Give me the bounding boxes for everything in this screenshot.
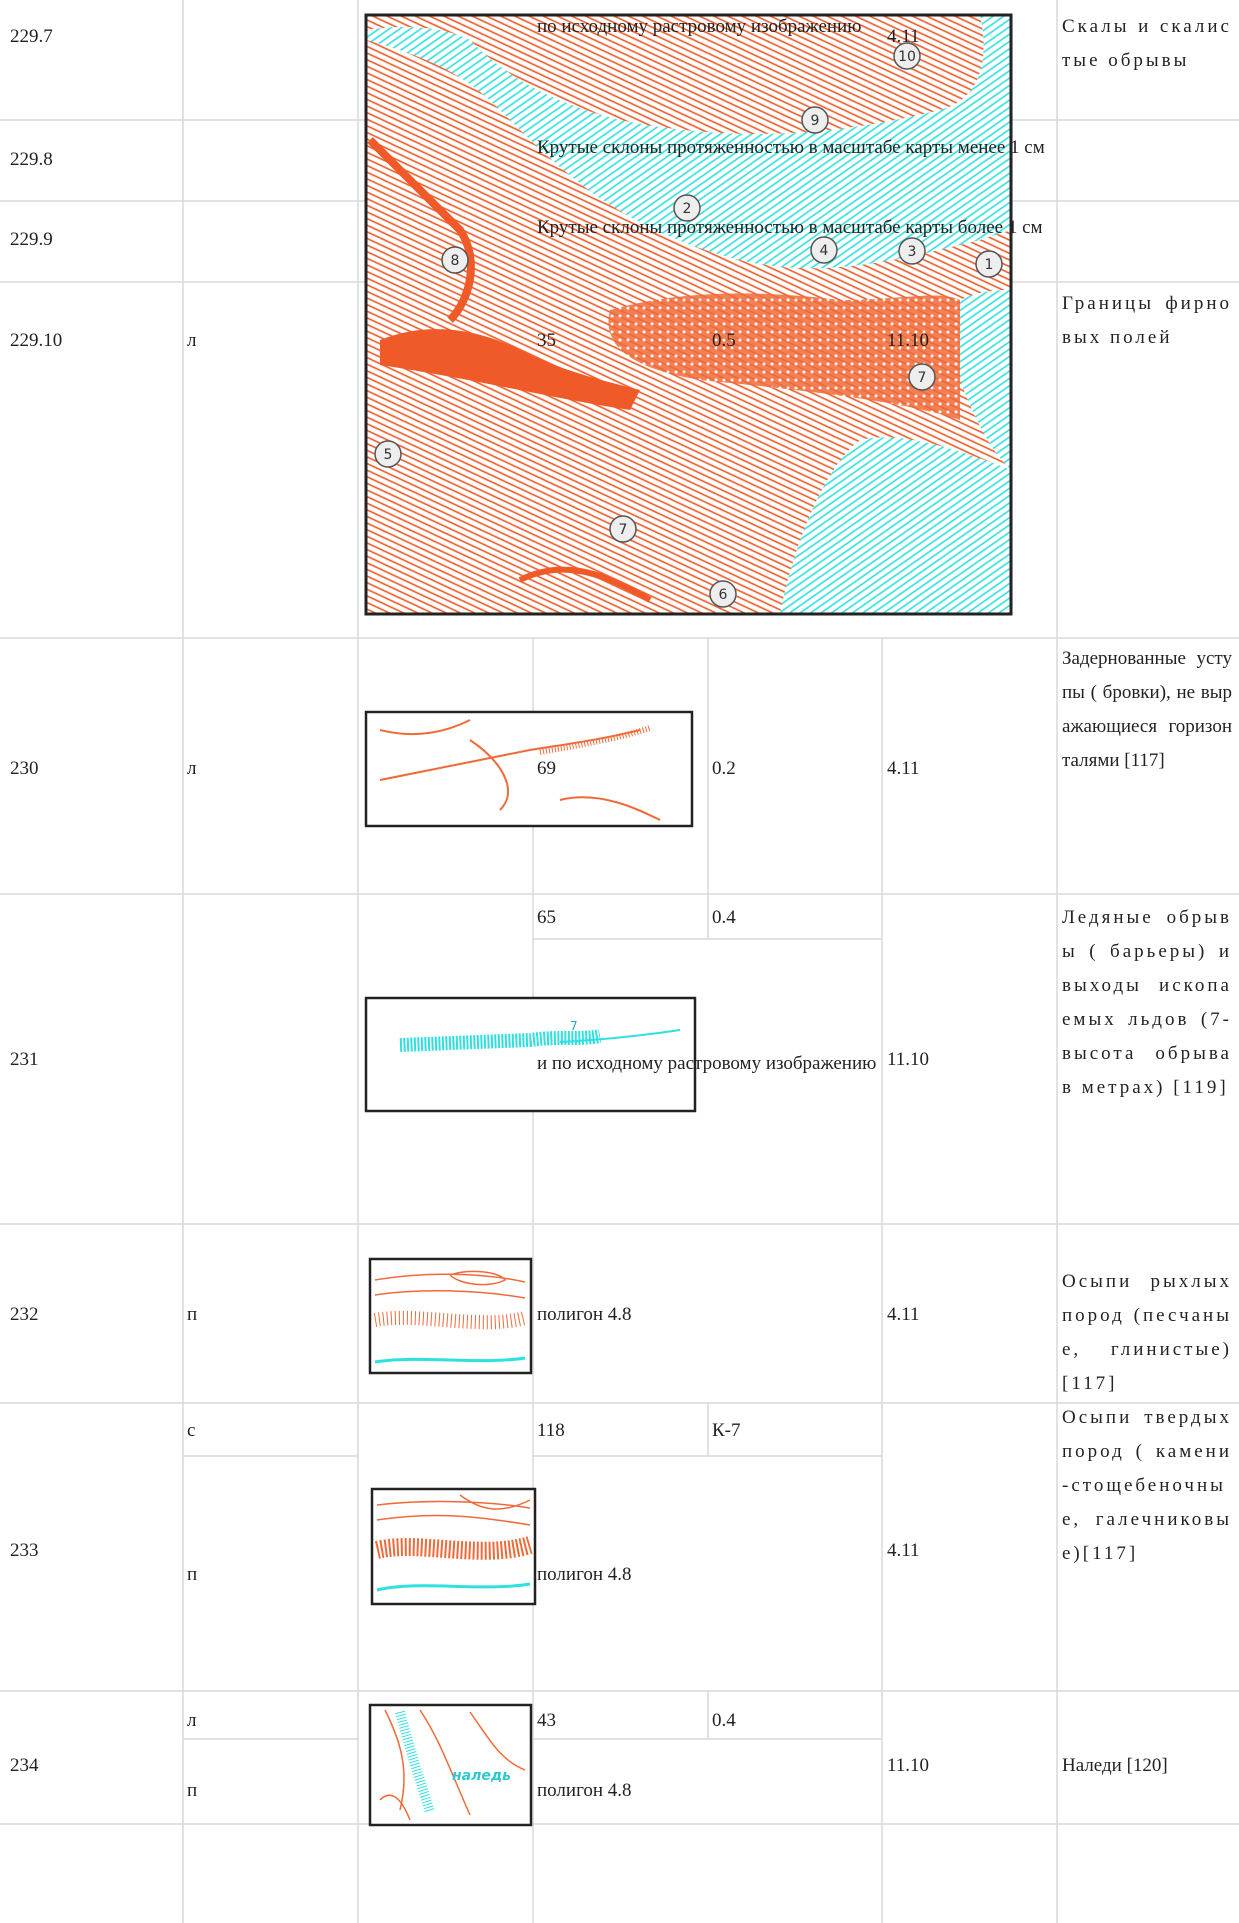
- map-label: 2: [683, 201, 692, 217]
- map-label: 10: [898, 49, 916, 65]
- type: л: [187, 1710, 197, 1731]
- layer: 4.11: [887, 758, 920, 779]
- code: 231: [10, 1049, 39, 1070]
- thickness: 0.4: [712, 907, 736, 928]
- code: 230: [10, 758, 39, 779]
- image-label: наледь: [452, 1768, 511, 1784]
- code: 229.8: [10, 149, 53, 170]
- map-label: 5: [384, 447, 393, 463]
- description: Границы фирновых полей: [1062, 293, 1232, 348]
- type: п: [187, 1304, 198, 1325]
- map-marker: [673, 194, 701, 222]
- map-marker: [709, 580, 737, 608]
- map-marker: [975, 250, 1003, 278]
- note: по исходному растровому изображению: [537, 16, 862, 37]
- symbol-image: [368, 1257, 533, 1375]
- note: полигон 4.8: [537, 1304, 632, 1325]
- type: л: [187, 330, 197, 351]
- map-label: 6: [719, 587, 728, 603]
- number: 118: [537, 1420, 565, 1441]
- map-label: 8: [451, 253, 460, 269]
- map-marker: [801, 106, 829, 134]
- number: 43: [537, 1710, 556, 1731]
- layer: 11.10: [887, 1755, 930, 1776]
- map-marker: [898, 237, 926, 265]
- note: Крутые склоны протяженностью в масштабе …: [537, 217, 1043, 238]
- symbol-image: [364, 710, 694, 828]
- map-label: 3: [908, 244, 917, 260]
- number: 65: [537, 907, 556, 928]
- type: с: [187, 1420, 196, 1441]
- map-marker: [893, 42, 921, 70]
- type: п: [187, 1780, 198, 1801]
- type: л: [187, 758, 197, 779]
- note: полигон 4.8: [537, 1780, 632, 1801]
- thickness: 0.4: [712, 1710, 736, 1731]
- description: Осыпи рыхлых пород (песчаные, глинистые)…: [1062, 1271, 1232, 1394]
- symbol-image: [370, 1487, 537, 1606]
- map-marker: [908, 363, 936, 391]
- map-label: 9: [811, 113, 820, 129]
- number: 35: [537, 330, 556, 351]
- description: Скалы и скалистые обрывы: [1062, 16, 1232, 71]
- layer: 11.10: [887, 330, 930, 351]
- thickness: К-7: [712, 1420, 741, 1441]
- code: 233: [10, 1540, 39, 1561]
- relief-map: 10 9 2 4 3 1 8 7 5 7 6: [364, 13, 1013, 616]
- map-label: 4: [820, 243, 829, 259]
- note: полигон 4.8: [537, 1564, 632, 1585]
- layer: 4.11: [887, 1304, 920, 1325]
- description: Осыпи твердых пород ( камени-стощебеночн…: [1062, 1407, 1232, 1564]
- description: Ледяные обрывы ( барьеры) и выходы ископ…: [1062, 907, 1232, 1098]
- map-label: 7: [918, 370, 927, 386]
- map-marker: [609, 515, 637, 543]
- note: Крутые склоны протяженностью в масштабе …: [537, 137, 1045, 158]
- code: 229.10: [10, 330, 63, 351]
- code: 234: [10, 1755, 39, 1776]
- code: 229.7: [10, 26, 53, 47]
- layer: 4.11: [887, 26, 920, 47]
- symbol-image: наледь: [368, 1703, 533, 1827]
- map-label: 7: [619, 522, 628, 538]
- note: и по исходному растровому изображению: [537, 1053, 877, 1074]
- symbol-image: 7: [364, 996, 697, 1113]
- number: 69: [537, 758, 556, 779]
- image-label: 7: [570, 1019, 578, 1033]
- map-marker: [441, 246, 469, 274]
- description: Задернованные уступы ( бровки), не выраж…: [1062, 648, 1232, 771]
- description: Наледи [120]: [1062, 1755, 1168, 1776]
- thickness: 0.5: [712, 330, 736, 351]
- map-label: 1: [985, 257, 994, 273]
- layer: 4.11: [887, 1540, 920, 1561]
- type: п: [187, 1564, 198, 1585]
- code: 232: [10, 1304, 39, 1325]
- map-marker: [374, 440, 402, 468]
- map-marker: [810, 236, 838, 264]
- code: 229.9: [10, 229, 53, 250]
- layer: 11.10: [887, 1049, 930, 1070]
- thickness: 0.2: [712, 758, 736, 779]
